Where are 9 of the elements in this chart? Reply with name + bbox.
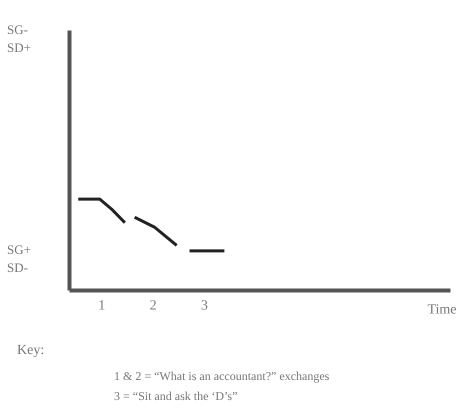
x-tick-label: 2 — [150, 298, 157, 314]
x-axis-title: Time — [427, 302, 456, 318]
x-tick-label: 3 — [200, 298, 208, 314]
text: SG- SD+ — [7, 22, 31, 55]
text: SG+ SD- — [7, 242, 31, 275]
text: Key: — [17, 343, 44, 358]
text: 1 & 2 = “What is an accountant?” exchanges — [114, 369, 330, 383]
text: 3 = “Sit and ask the ‘D’s” — [114, 389, 238, 403]
x-tick-label: 1 — [98, 298, 106, 314]
